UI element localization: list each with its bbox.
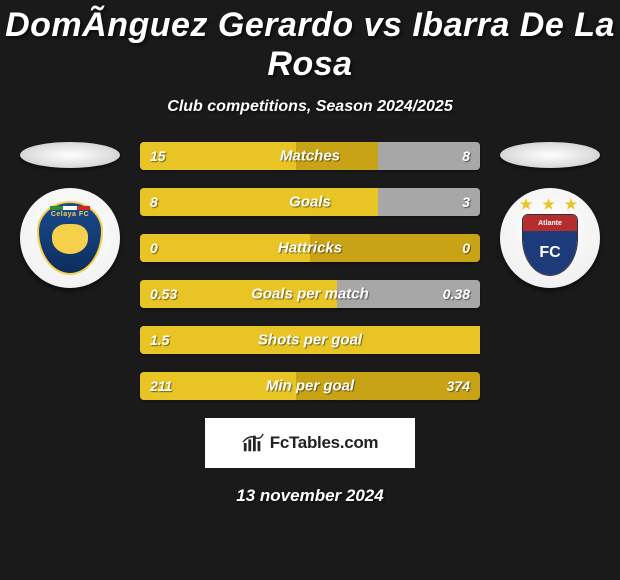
- stat-label: Min per goal: [266, 378, 354, 395]
- right-club-fc: FC: [523, 231, 577, 275]
- right-player-slot: ★ ★ ★ Atlante FC: [500, 142, 600, 288]
- celaya-shield-icon: Celaya FC: [37, 201, 103, 275]
- stat-value-right: 374: [447, 378, 470, 394]
- page-subtitle: Club competitions, Season 2024/2025: [0, 98, 620, 116]
- stat-value-left: 15: [150, 148, 166, 164]
- stat-label: Matches: [280, 148, 340, 165]
- atlante-shield-icon: Atlante FC: [522, 214, 578, 276]
- stat-value-right: 0: [462, 240, 470, 256]
- left-player-slot: Celaya FC: [20, 142, 120, 288]
- chart-bars-icon: [242, 432, 264, 454]
- stat-label: Hattricks: [278, 240, 342, 257]
- left-player-placeholder: [20, 142, 120, 168]
- left-club-badge: Celaya FC: [20, 188, 120, 288]
- bar-segment-left: [140, 188, 378, 216]
- stat-value-right: 3: [462, 194, 470, 210]
- stat-row: Matches 15 8: [140, 142, 480, 170]
- stat-value-left: 211: [150, 378, 172, 394]
- left-club-name: Celaya FC: [51, 211, 89, 218]
- right-club-name: Atlante: [523, 215, 577, 231]
- stat-value-right: 8: [462, 148, 470, 164]
- stat-value-left: 0: [150, 240, 158, 256]
- stat-value-left: 8: [150, 194, 158, 210]
- date-text: 13 november 2024: [0, 486, 620, 506]
- comparison-area: Celaya FC ★ ★ ★ Atlante FC Matches158Goa…: [0, 142, 620, 400]
- bull-icon: [52, 224, 88, 254]
- stat-row: Shots per goal 1.5: [140, 326, 480, 354]
- stat-value-left: 0.53: [150, 286, 177, 302]
- stat-label: Goals: [289, 194, 331, 211]
- stat-value-left: 1.5: [150, 332, 169, 348]
- stat-row: Min per goal 211 374: [140, 372, 480, 400]
- attribution-text: FcTables.com: [270, 433, 379, 453]
- stat-row: Hattricks 0 0: [140, 234, 480, 262]
- stat-row: Goals 8 3: [140, 188, 480, 216]
- page-title: DomÃ­nguez Gerardo vs Ibarra De La Rosa: [0, 0, 620, 84]
- stat-bars: Matches 15 8 Goals 8 3 Hattricks 0 0 Goals per ma…: [140, 142, 480, 400]
- attribution-badge: FcTables.com: [205, 418, 415, 468]
- stat-row: Goals per match 0.53 0.38: [140, 280, 480, 308]
- right-player-placeholder: [500, 142, 600, 168]
- stat-label: Goals per match: [251, 286, 369, 303]
- stat-label: Shots per goal: [258, 332, 362, 349]
- right-club-badge: ★ ★ ★ Atlante FC: [500, 188, 600, 288]
- stat-value-right: 0.38: [443, 286, 470, 302]
- stars-icon: ★ ★ ★: [500, 196, 600, 213]
